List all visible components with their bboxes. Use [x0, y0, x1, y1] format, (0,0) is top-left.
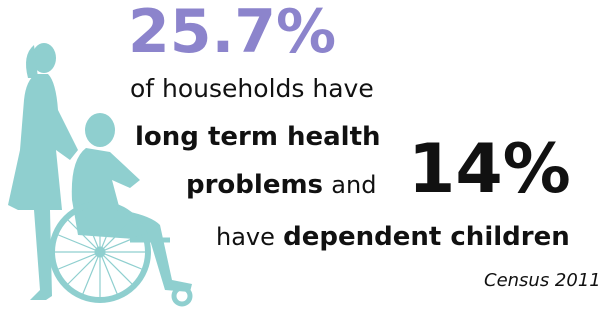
- text-line: have dependent children: [216, 224, 570, 250]
- text-have: have: [216, 223, 275, 251]
- infographic: 25.7% of households have long term healt…: [0, 0, 615, 311]
- caster: [174, 288, 190, 304]
- stat-main: 25.7%: [128, 2, 336, 62]
- text-line: of households have: [130, 76, 374, 101]
- woman-body: [8, 74, 78, 300]
- man-head: [85, 113, 115, 147]
- text-line: problems and: [186, 172, 376, 198]
- spokes: [52, 204, 148, 300]
- stat-second: 14%: [408, 136, 571, 204]
- text-bold: dependent children: [283, 222, 570, 252]
- text-line: long term health: [135, 124, 381, 150]
- text-bold: problems: [186, 170, 323, 200]
- text-and: and: [331, 171, 376, 199]
- source: Census 2011: [484, 272, 601, 290]
